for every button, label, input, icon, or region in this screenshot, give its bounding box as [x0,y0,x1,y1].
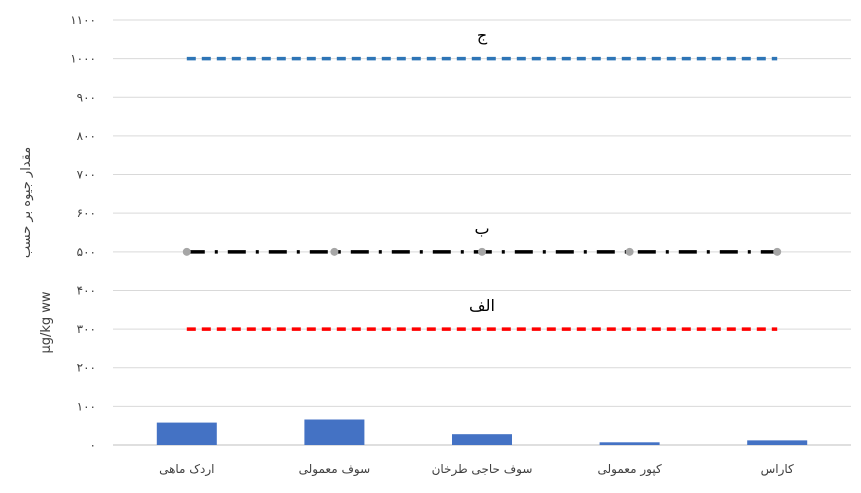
bar [599,442,660,445]
y-tick-label: ۶۰۰ [77,206,96,220]
y-tick-label: ۰ [90,438,96,452]
y-tick-label: ۴۰۰ [77,283,96,297]
reference-line-label: ج [477,26,488,46]
reference-line-marker [182,247,191,256]
reference-line-marker [773,247,782,256]
y-tick-label: ۲۰۰ [77,361,96,375]
y-tick-label: ۱۰۰ [77,399,96,413]
y-tick-label: ۱۱۰۰ [70,13,96,27]
x-category-label: کپور معمولی [598,462,662,477]
y-tick-label: ۹۰۰ [77,90,96,104]
y-tick-label: ۷۰۰ [77,168,96,182]
bar [304,419,365,445]
y-tick-label: ۵۰۰ [77,245,96,259]
x-category-label: کاراس [761,462,794,477]
y-tick-label: ۱۰۰۰ [70,52,96,66]
y-axis-label-line1: مقدار جیوه بر حسب [19,147,34,258]
bar [156,422,217,445]
reference-line-marker [330,247,339,256]
bar [747,440,808,445]
reference-line-marker [478,247,486,256]
x-category-label: سوف حاجی طرخان [432,462,533,477]
bar [452,434,512,445]
x-category-label: سوف معمولی [299,462,371,477]
reference-line-label: الف [469,296,495,315]
reference-line-marker [625,247,634,256]
reference-line-label: ب [474,219,489,238]
y-axis-label-line2: µg/kg ww [39,291,54,353]
y-tick-label: ۸۰۰ [77,129,96,143]
x-category-label: اردک ماهی [159,462,214,477]
y-tick-label: ۳۰۰ [77,322,96,336]
